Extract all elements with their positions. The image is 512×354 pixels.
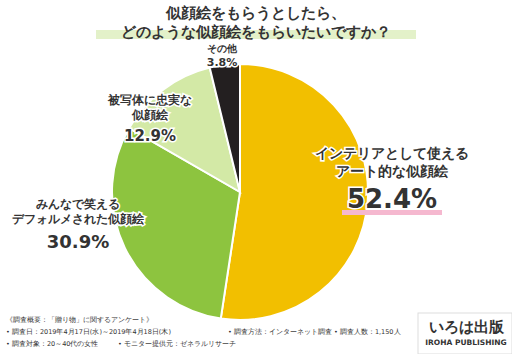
- category-label-line: 似顔絵: [131, 108, 169, 122]
- annotation: • モニター提供元：ゼネラルリサーチ: [118, 340, 236, 348]
- title-line: どのような似顔絵をもらいたいですか？: [121, 23, 391, 41]
- category-label-line: インテリアとして使える: [315, 145, 469, 161]
- category-label-line: デフォルメされた似顔絵: [12, 212, 145, 226]
- chart: 似顔絵をもらうとしたら、どのような似顔絵をもらいたいですか？インテリアとして使え…: [0, 0, 512, 354]
- annotation: • 調査方法：インターネット調査: [228, 328, 332, 336]
- category-label: インテリアとして使えるアート的な似顔絵: [315, 145, 469, 179]
- category-label-line: アート的な似顔絵: [336, 163, 449, 179]
- data-label: 30.9%: [47, 231, 109, 252]
- title: 似顔絵をもらうとしたら、どのような似顔絵をもらいたいですか？: [121, 4, 391, 41]
- data-label: 52.4%: [347, 184, 437, 214]
- data-label: 3.8%: [207, 56, 238, 69]
- labels: インテリアとして使えるアート的な似顔絵 52.4% みんなで笑えるデフォルメされた似…: [12, 43, 469, 252]
- category-label-line: その他: [207, 43, 238, 54]
- background: [0, 0, 512, 354]
- category-label-line: みんなで笑える: [36, 197, 120, 211]
- title-line: 似顔絵をもらうとしたら、: [165, 4, 346, 22]
- annotation: 《調査概要：「贈り物」に関するアンケート》: [6, 316, 153, 324]
- category-label: 被写体に忠実な似顔絵: [107, 93, 192, 122]
- pie-slice: [210, 64, 240, 192]
- data-label: 12.9%: [124, 127, 176, 145]
- logo-text: いろは出版: [429, 318, 505, 336]
- logo-text: IROHA PUBLISHING: [425, 338, 506, 347]
- category-label: その他: [207, 43, 238, 54]
- logo-box: [418, 313, 512, 354]
- annotation: • 調査日：2019年4月17日(水)～2019年4月18日(木): [6, 328, 171, 336]
- category-label: みんなで笑えるデフォルメされた似顔絵: [12, 197, 145, 226]
- annotation: • 調査人数：1,150人: [334, 328, 401, 336]
- annotation: • 調査対象：20～40代の女性: [6, 340, 98, 348]
- category-label-line: 被写体に忠実な: [107, 93, 192, 107]
